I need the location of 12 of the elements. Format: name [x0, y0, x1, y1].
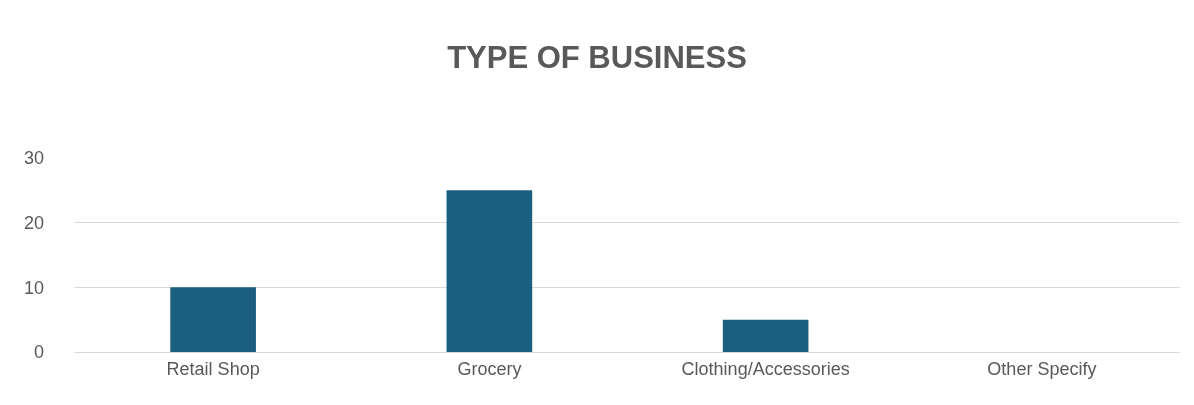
- x-tick-label: Other Specify: [987, 358, 1097, 379]
- x-tick-label: Clothing/Accessories: [681, 358, 850, 379]
- bar: [170, 287, 256, 352]
- y-tick-label: 0: [33, 342, 44, 363]
- bar: [722, 319, 809, 352]
- bar: [446, 190, 533, 352]
- y-tick-label: 20: [23, 212, 44, 233]
- x-tick-label: Grocery: [457, 358, 522, 379]
- y-tick-label: 10: [23, 277, 44, 298]
- y-tick-label: 30: [23, 148, 44, 169]
- x-tick-label: Retail Shop: [166, 358, 260, 379]
- chart-title: TYPE OF BUSINESS: [447, 39, 747, 75]
